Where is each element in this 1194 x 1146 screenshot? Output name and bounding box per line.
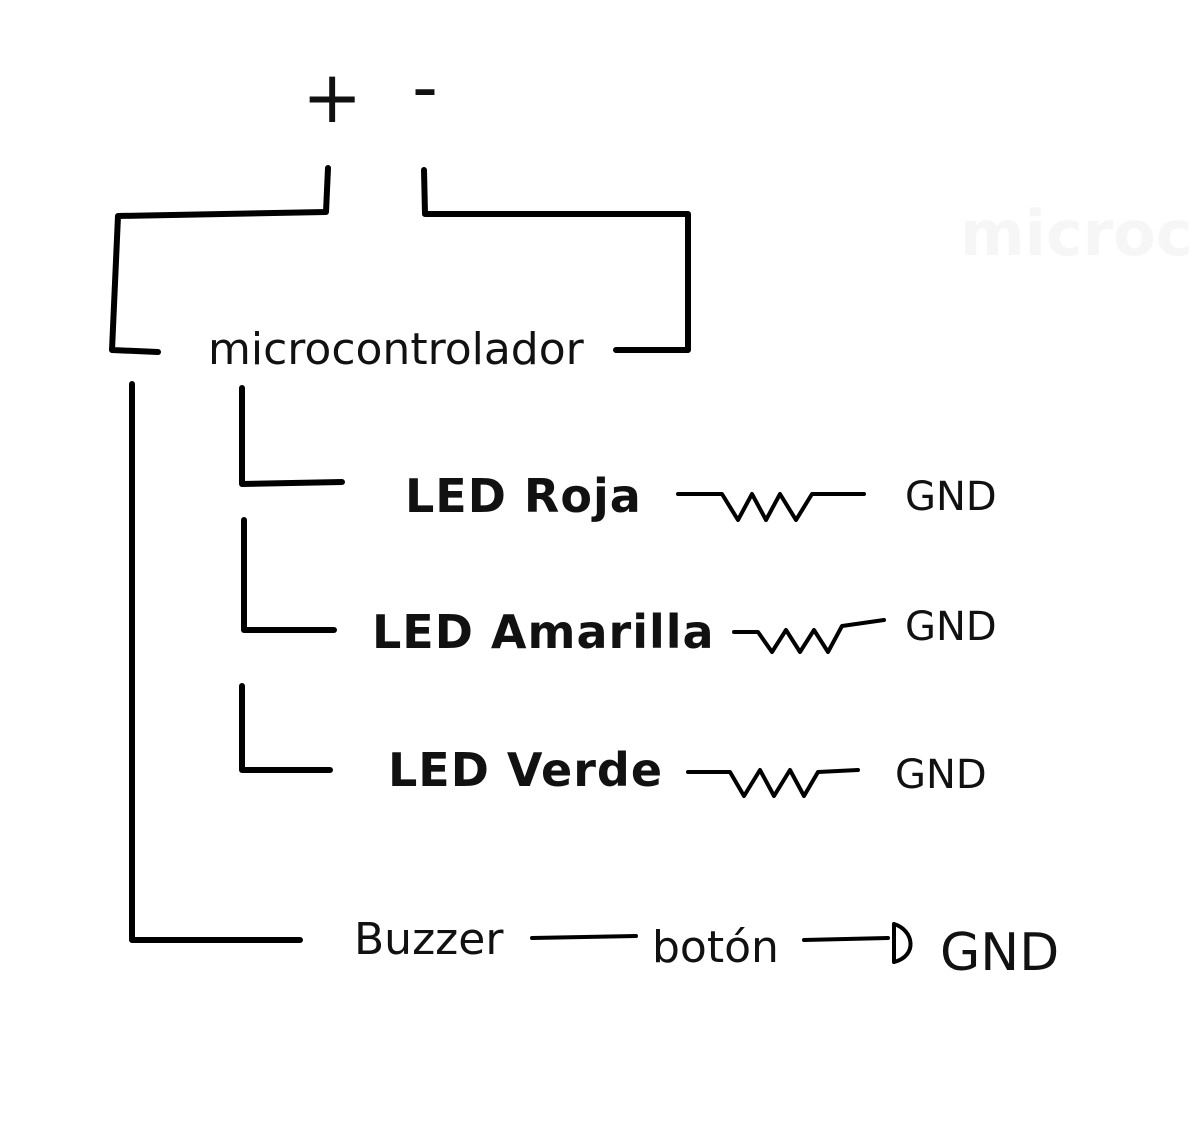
button-label: botón: [652, 922, 779, 973]
negative-rail-wire: [421, 167, 691, 353]
gnd-label: GND: [940, 923, 1059, 983]
positive-rail-wire: [109, 165, 331, 355]
led-verde-wire: [239, 683, 333, 773]
led-roja-label: LED Roja: [405, 469, 642, 523]
led-amarilla-wire: [241, 517, 337, 633]
led-amarilla-label: LED Amarilla: [372, 605, 715, 659]
resistor-icon: [686, 768, 860, 798]
watermark-text: microcontr: [960, 197, 1194, 270]
microcontroller-label: microcontrolador: [208, 324, 585, 375]
gnd-label: GND: [895, 752, 987, 798]
plus-sign: +: [302, 55, 362, 139]
buzzer-bus-wire: [129, 381, 303, 943]
gnd-label: GND: [905, 474, 997, 520]
gnd-label: GND: [905, 604, 997, 650]
buzzer-label: Buzzer: [354, 914, 504, 965]
led-verde-label: LED Verde: [388, 743, 663, 797]
terminal-arrow-icon: [892, 922, 913, 964]
resistor-icon: [676, 492, 866, 522]
led-roja-wire: [239, 385, 345, 487]
resistor-icon: [732, 618, 886, 654]
minus-sign: -: [412, 45, 438, 129]
buzzer-to-button-wire: [530, 934, 638, 940]
button-to-ground-wire: [802, 936, 890, 942]
